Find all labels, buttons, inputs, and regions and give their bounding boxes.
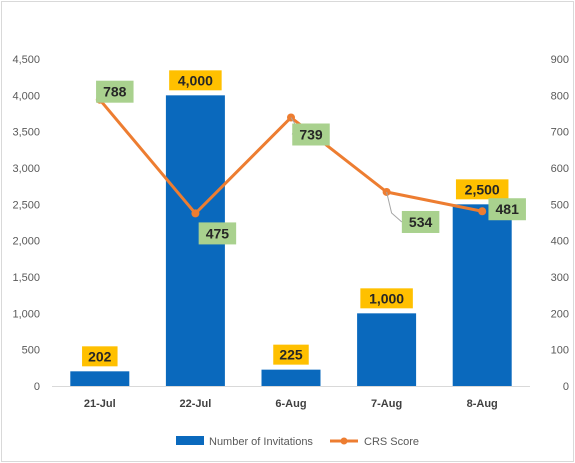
y-right-tick-label: 0 bbox=[563, 381, 569, 393]
y-left-tick-label: 4,000 bbox=[12, 90, 40, 102]
y-right-tick-label: 400 bbox=[551, 236, 569, 248]
y-right-tick-label: 300 bbox=[551, 272, 569, 284]
bar bbox=[70, 371, 130, 386]
line-data-label-box bbox=[198, 222, 237, 245]
bar bbox=[261, 369, 321, 386]
y-right-tick-label: 800 bbox=[551, 90, 569, 102]
line-data-label-box bbox=[96, 80, 134, 103]
y-left-tick-label: 1,500 bbox=[12, 272, 40, 284]
y-left-tick-label: 2,000 bbox=[12, 236, 40, 248]
y-right-tick-label: 900 bbox=[551, 54, 569, 66]
y-right-tick-label: 100 bbox=[551, 345, 569, 357]
line-data-label-box bbox=[488, 198, 526, 221]
legend-swatch-bars bbox=[176, 436, 204, 445]
bar-data-label: 202 bbox=[88, 348, 112, 364]
bar-data-label-box bbox=[82, 346, 118, 367]
line-data-label: 534 bbox=[409, 214, 433, 230]
y-left-tick-label: 4,500 bbox=[12, 54, 40, 66]
y-right-tick-label: 500 bbox=[551, 199, 569, 211]
bar-data-label: 225 bbox=[279, 347, 303, 363]
bar bbox=[452, 204, 512, 386]
line-data-label-box bbox=[401, 210, 440, 233]
bar-data-label-box bbox=[360, 288, 413, 309]
line-data-label: 475 bbox=[206, 225, 230, 241]
y-left-tick-label: 3,000 bbox=[12, 163, 40, 175]
line-data-label: 481 bbox=[496, 201, 520, 217]
line-point bbox=[478, 207, 487, 216]
y-left-tick-label: 0 bbox=[34, 381, 40, 393]
y-left-tick-label: 3,500 bbox=[12, 127, 40, 139]
y-left-tick-label: 2,500 bbox=[12, 199, 40, 211]
legend-label-bars: Number of Invitations bbox=[209, 436, 313, 448]
y-right-tick-label: 200 bbox=[551, 308, 569, 320]
line-point bbox=[191, 209, 200, 218]
line-data-label-box bbox=[292, 123, 330, 146]
line-data-label: 739 bbox=[299, 126, 323, 142]
bar-data-label-box bbox=[455, 179, 509, 200]
bar-data-label: 2,500 bbox=[465, 181, 500, 197]
leader-line bbox=[386, 191, 403, 223]
x-tick-label: 21-Jul bbox=[84, 398, 116, 410]
y-left-tick-label: 500 bbox=[22, 345, 40, 357]
x-tick-label: 6-Aug bbox=[275, 398, 306, 410]
bar-data-label-box bbox=[169, 70, 222, 91]
bar-data-label-box bbox=[273, 344, 309, 365]
line-data-label: 788 bbox=[103, 84, 127, 100]
y-right-tick-label: 700 bbox=[551, 127, 569, 139]
legend-label-line: CRS Score bbox=[364, 436, 419, 448]
x-tick-label: 7-Aug bbox=[371, 398, 402, 410]
y-left-tick-label: 1,000 bbox=[12, 308, 40, 320]
x-tick-label: 22-Jul bbox=[180, 398, 212, 410]
bar bbox=[357, 313, 417, 386]
x-tick-label: 8-Aug bbox=[467, 398, 498, 410]
legend-swatch-marker bbox=[340, 437, 348, 445]
y-right-tick-label: 600 bbox=[551, 163, 569, 175]
bar-data-label: 4,000 bbox=[178, 72, 213, 88]
bar-data-label: 1,000 bbox=[369, 290, 404, 306]
